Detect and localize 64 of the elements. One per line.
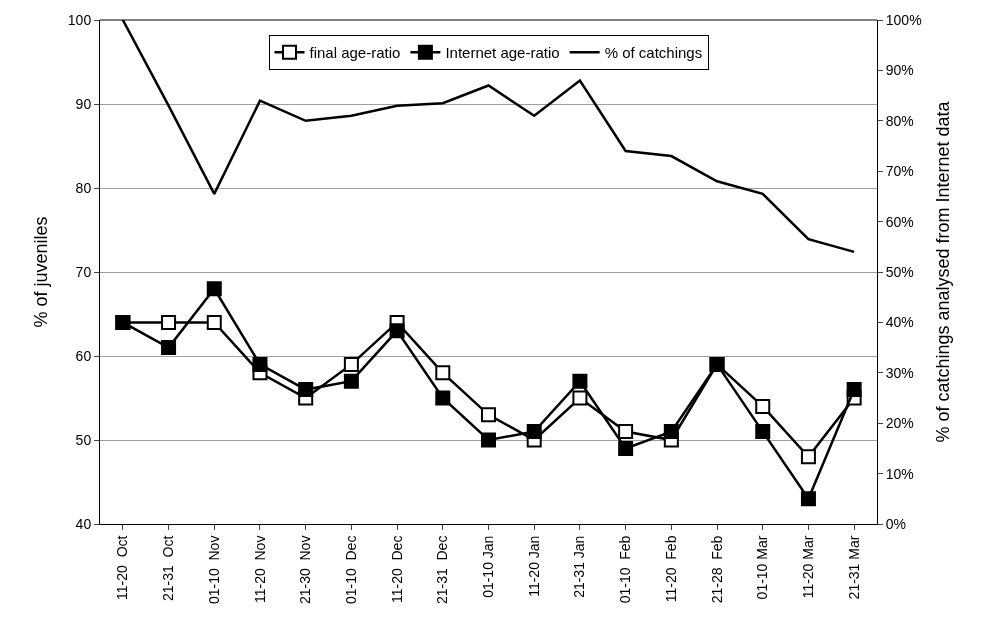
y-tick-label: 50 — [75, 431, 92, 448]
point — [298, 382, 314, 398]
point — [572, 373, 588, 389]
x-tick-label: 21-31 Dec — [434, 535, 451, 605]
point — [755, 398, 771, 414]
y2-tick-label: 0% — [885, 515, 907, 532]
x-tick-label: 21-28 Feb — [708, 535, 725, 604]
y2-tick-label: 40% — [885, 314, 914, 331]
x-tick-label: 11-20 Jan — [525, 535, 542, 597]
y2-tick-label: 20% — [885, 415, 914, 432]
y2-tick-label: 10% — [885, 465, 914, 482]
x-tick-label: 21-31 Mar — [845, 535, 862, 600]
legend-label: Internet age-ratio — [445, 44, 560, 62]
y2-tick-label: 100% — [885, 11, 922, 28]
x-tick-label: 21-31 Jan — [571, 535, 588, 598]
x-tick-label: 11-20 Feb — [662, 535, 679, 603]
point — [481, 432, 496, 448]
x-tick-label: 01-10 Dec — [342, 535, 359, 605]
legend-label: final age-ratio — [309, 44, 401, 62]
legend-label: % of catchings — [604, 44, 703, 62]
point — [435, 365, 451, 381]
point — [389, 323, 405, 339]
y2-tick-label: 70% — [885, 163, 914, 180]
point — [572, 390, 588, 406]
x-tick-label: 11-20 Oct — [114, 535, 131, 600]
x-tick-label: 01-10 Nov — [205, 535, 222, 605]
x-tick-label: 01-10 Mar — [754, 535, 771, 600]
x-tick-label: 01-10 Jan — [480, 535, 497, 598]
point — [663, 424, 679, 440]
y-tick-label: 70 — [75, 263, 92, 280]
point — [161, 340, 177, 356]
y-axis-title: % of juveniles — [31, 216, 52, 328]
point — [800, 491, 816, 507]
point — [526, 424, 542, 440]
y2-axis-title: % of catchings analysed from Internet data — [932, 100, 953, 443]
point — [755, 424, 771, 440]
y-tick-label: 90 — [75, 95, 92, 112]
y-tick-label: 40 — [75, 515, 92, 532]
point — [343, 356, 359, 372]
point — [206, 314, 222, 330]
point — [252, 356, 268, 372]
y-tick-label: 80 — [75, 179, 92, 196]
point — [618, 440, 634, 456]
y2-tick-label: 80% — [885, 112, 914, 129]
y-tick-label: 60 — [75, 347, 92, 364]
x-tick-label: 21-30 Nov — [297, 535, 314, 605]
x-tick-label: 11-20 Dec — [388, 535, 405, 604]
x-tick-label: 01-10 Feb — [617, 535, 634, 604]
y-tick-label: 100 — [67, 11, 92, 28]
point — [435, 390, 451, 406]
point — [800, 449, 816, 465]
y2-tick-label: 50% — [885, 263, 914, 280]
x-tick-label: 21-31 Oct — [160, 535, 177, 601]
point — [846, 382, 862, 398]
point — [161, 314, 177, 330]
x-tick-label: 11-20 Mar — [799, 535, 816, 599]
y2-tick-label: 30% — [885, 364, 914, 381]
y2-tick-label: 60% — [885, 213, 914, 230]
x-tick-label: 11-20 Nov — [251, 535, 268, 604]
point — [343, 373, 359, 389]
point — [618, 424, 634, 440]
point — [481, 407, 496, 423]
point — [206, 281, 222, 297]
y2-tick-label: 90% — [885, 62, 914, 79]
